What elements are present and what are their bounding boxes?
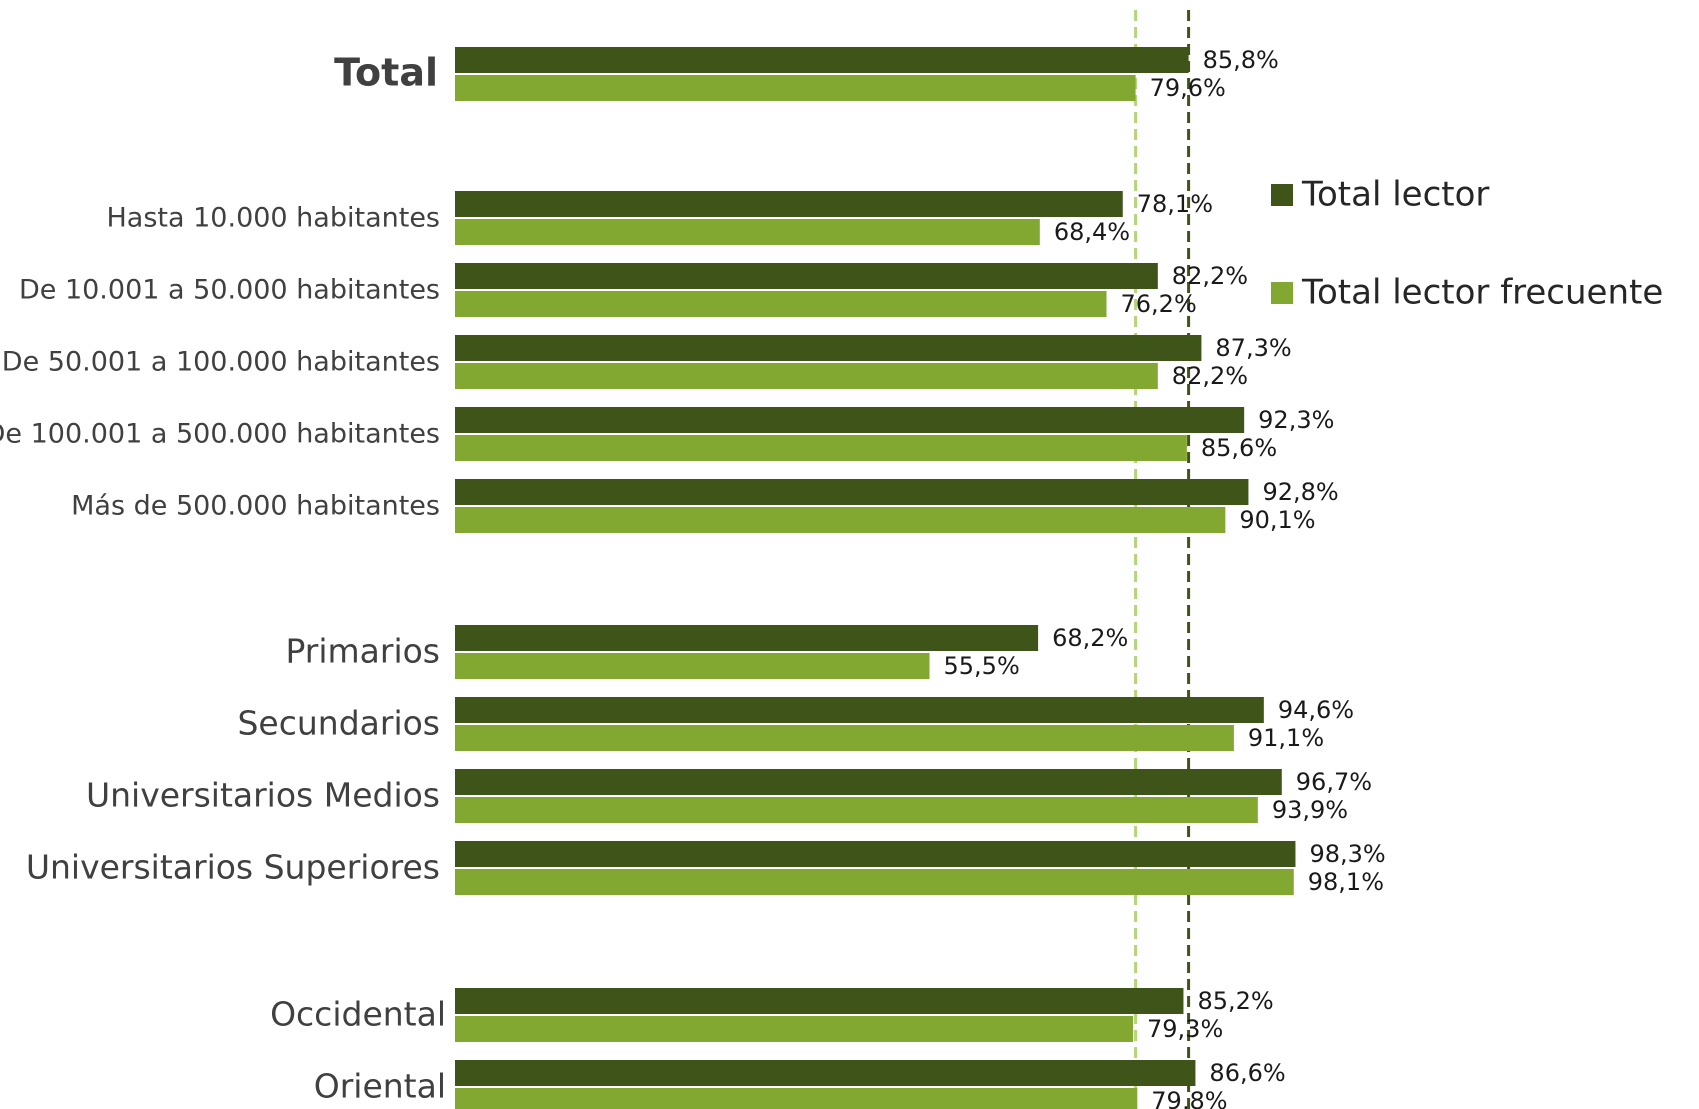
category-label-secundarios: Secundarios — [237, 704, 440, 743]
data-label-total-lector-frecuente-total: 79,6% — [1150, 74, 1226, 102]
category-label-universitarios-medios: Universitarios Medios — [86, 776, 440, 815]
bar-total-lector-frecuente-universitarios-superiores — [455, 869, 1294, 895]
data-label-total-lector-hasta-10-000-habitantes: 78,1% — [1137, 190, 1213, 218]
bars-group — [455, 47, 1296, 1109]
reference-lines — [1134, 10, 1191, 1109]
data-label-total-lector-mas-de-500-000-habitantes: 92,8% — [1262, 478, 1338, 506]
bar-total-lector-frecuente-universitarios-medios — [455, 797, 1258, 823]
category-label-universitarios-superiores: Universitarios Superiores — [26, 848, 440, 887]
bar-total-lector-secundarios — [455, 697, 1264, 723]
bar-total-lector-frecuente-de-10-001-a-50-000-habitantes — [455, 291, 1107, 317]
bar-total-lector-de-10-001-a-50-000-habitantes — [455, 263, 1158, 289]
data-label-total-lector-frecuente-primarios: 55,5% — [944, 652, 1020, 680]
bar-total-lector-frecuente-hasta-10-000-habitantes — [455, 219, 1040, 245]
bar-total-lector-universitarios-superiores — [455, 841, 1296, 867]
bar-total-lector-oriental — [455, 1060, 1196, 1086]
category-labels: Total Hasta 10.000 habitantes De 10.001 a … — [0, 51, 446, 1106]
data-label-total-lector-de-100-001-a-500-000-habitantes: 92,3% — [1258, 406, 1334, 434]
category-label-mas-de-500-000-habitantes: Más de 500.000 habitantes — [71, 491, 440, 522]
category-label-de-10-001-a-50-000-habitantes: De 10.001 a 50.000 habitantes — [19, 275, 440, 306]
bar-total-lector-frecuente-total — [455, 75, 1136, 101]
bar-total-lector-primarios — [455, 625, 1039, 651]
legend-swatch-total-lector-frecuente — [1271, 282, 1293, 304]
data-label-total-lector-de-50-001-a-100-000-habitantes: 87,3% — [1215, 334, 1291, 362]
bar-total-lector-frecuente-secundarios — [455, 725, 1234, 751]
bar-total-lector-frecuente-oriental — [455, 1088, 1138, 1109]
category-label-de-50-001-a-100-000-habitantes: De 50.001 a 100.000 habitantes — [2, 347, 440, 378]
bar-total-lector-hasta-10-000-habitantes — [455, 191, 1123, 217]
bar-total-lector-de-100-001-a-500-000-habitantes — [455, 407, 1245, 433]
category-label-primarios: Primarios — [285, 632, 440, 671]
data-label-total-lector-frecuente-universitarios-medios: 93,9% — [1272, 796, 1348, 824]
bar-total-lector-frecuente-de-100-001-a-500-000-habitantes — [455, 435, 1187, 461]
data-label-total-lector-secundarios: 94,6% — [1278, 696, 1354, 724]
data-label-total-lector-frecuente-de-10-001-a-50-000-habitantes: 76,2% — [1121, 290, 1197, 318]
legend-label-total-lector-frecuente: Total lector frecuente — [1301, 273, 1663, 313]
data-label-total-lector-frecuente-de-50-001-a-100-000-habitantes: 82,2% — [1172, 362, 1248, 390]
data-label-total-lector-frecuente-mas-de-500-000-habitantes: 90,1% — [1239, 506, 1315, 534]
data-label-total-lector-frecuente-secundarios: 91,1% — [1248, 724, 1324, 752]
category-label-oriental: Oriental — [314, 1067, 446, 1106]
category-label-hasta-10-000-habitantes: Hasta 10.000 habitantes — [107, 203, 441, 234]
data-label-total-lector-frecuente-de-100-001-a-500-000-habitantes: 85,6% — [1201, 434, 1277, 462]
data-label-total-lector-primarios: 68,2% — [1052, 624, 1128, 652]
legend: Total lector Total lector frecuente — [1271, 175, 1663, 313]
category-label-total: Total — [334, 51, 438, 95]
data-label-total-lector-frecuente-hasta-10-000-habitantes: 68,4% — [1054, 218, 1130, 246]
data-label-total-lector-de-10-001-a-50-000-habitantes: 82,2% — [1172, 262, 1248, 290]
bar-total-lector-frecuente-primarios — [455, 653, 930, 679]
data-label-total-lector-occidental: 85,2% — [1197, 987, 1273, 1015]
data-label-total-lector-total: 85,8% — [1203, 46, 1279, 74]
legend-swatch-total-lector — [1271, 184, 1293, 206]
legend-label-total-lector: Total lector — [1301, 175, 1489, 215]
bar-total-lector-frecuente-occidental — [455, 1016, 1134, 1042]
bar-total-lector-mas-de-500-000-habitantes — [455, 479, 1249, 505]
bar-total-lector-universitarios-medios — [455, 769, 1282, 795]
data-label-total-lector-universitarios-medios: 96,7% — [1296, 768, 1372, 796]
value-labels: 85,8%79,6%78,1%68,4%82,2%76,2%87,3%82,2%… — [944, 46, 1386, 1109]
data-label-total-lector-universitarios-superiores: 98,3% — [1309, 840, 1385, 868]
bar-total-lector-total — [455, 47, 1189, 73]
data-label-total-lector-frecuente-occidental: 79,3% — [1147, 1015, 1223, 1043]
data-label-total-lector-oriental: 86,6% — [1209, 1059, 1285, 1087]
data-label-total-lector-frecuente-oriental: 79,8% — [1151, 1087, 1227, 1109]
bar-total-lector-frecuente-de-50-001-a-100-000-habitantes — [455, 363, 1158, 389]
category-label-de-100-001-a-500-000-habitantes: De 100.001 a 500.000 habitantes — [0, 419, 440, 450]
data-label-total-lector-frecuente-universitarios-superiores: 98,1% — [1308, 868, 1384, 896]
bar-total-lector-frecuente-mas-de-500-000-habitantes — [455, 507, 1226, 533]
bar-total-lector-de-50-001-a-100-000-habitantes — [455, 335, 1202, 361]
category-label-occidental: Occidental — [270, 995, 446, 1034]
bar-total-lector-occidental — [455, 988, 1184, 1014]
